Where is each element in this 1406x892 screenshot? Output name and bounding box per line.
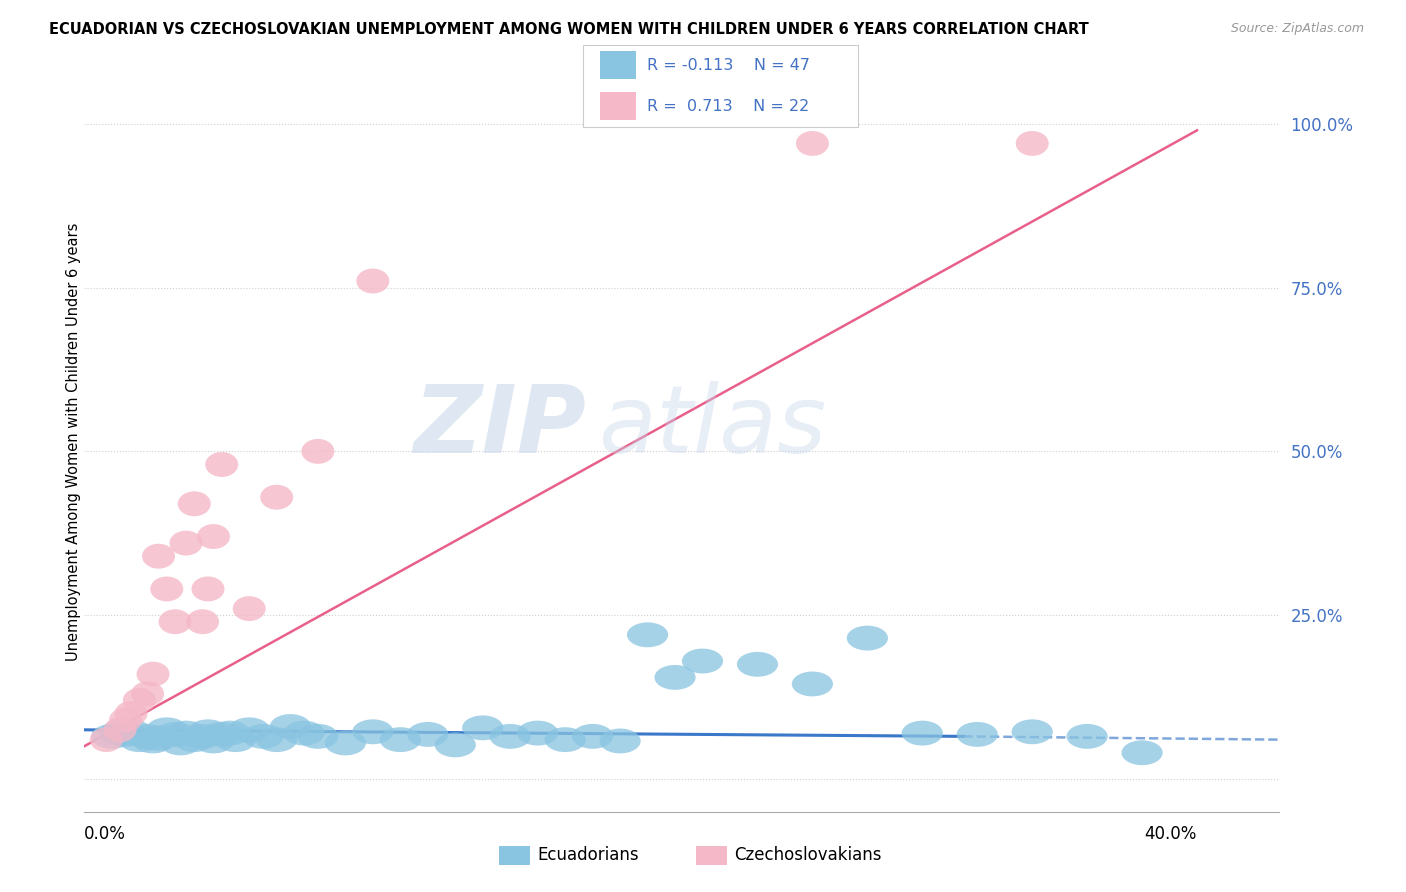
Ellipse shape bbox=[193, 729, 233, 754]
Ellipse shape bbox=[517, 721, 558, 746]
Ellipse shape bbox=[131, 681, 165, 706]
Ellipse shape bbox=[242, 724, 284, 748]
Ellipse shape bbox=[380, 727, 420, 752]
Ellipse shape bbox=[901, 721, 943, 746]
Y-axis label: Unemployment Among Women with Children Under 6 years: Unemployment Among Women with Children U… bbox=[66, 222, 80, 661]
Ellipse shape bbox=[177, 491, 211, 516]
Text: 40.0%: 40.0% bbox=[1144, 825, 1197, 843]
Ellipse shape bbox=[91, 724, 132, 748]
Ellipse shape bbox=[256, 727, 297, 752]
Ellipse shape bbox=[270, 714, 311, 739]
Ellipse shape bbox=[599, 729, 641, 754]
Ellipse shape bbox=[104, 717, 136, 742]
Ellipse shape bbox=[205, 452, 238, 477]
Ellipse shape bbox=[572, 724, 613, 748]
Ellipse shape bbox=[434, 732, 475, 757]
Ellipse shape bbox=[356, 268, 389, 293]
Ellipse shape bbox=[170, 531, 202, 556]
Ellipse shape bbox=[325, 731, 366, 756]
Ellipse shape bbox=[1122, 740, 1163, 765]
Ellipse shape bbox=[122, 688, 156, 713]
Ellipse shape bbox=[110, 707, 142, 732]
Ellipse shape bbox=[846, 625, 889, 650]
Ellipse shape bbox=[209, 721, 250, 746]
Ellipse shape bbox=[796, 131, 830, 156]
Ellipse shape bbox=[737, 652, 778, 677]
Ellipse shape bbox=[155, 722, 195, 747]
Ellipse shape bbox=[1067, 724, 1108, 748]
Ellipse shape bbox=[105, 722, 146, 747]
Ellipse shape bbox=[233, 596, 266, 621]
Ellipse shape bbox=[150, 576, 183, 601]
Text: Czechoslovakians: Czechoslovakians bbox=[734, 847, 882, 864]
Ellipse shape bbox=[118, 727, 160, 752]
Ellipse shape bbox=[353, 719, 394, 744]
Ellipse shape bbox=[181, 724, 224, 748]
Ellipse shape bbox=[627, 623, 668, 648]
Ellipse shape bbox=[132, 729, 174, 754]
Text: ECUADORIAN VS CZECHOSLOVAKIAN UNEMPLOYMENT AMONG WOMEN WITH CHILDREN UNDER 6 YEA: ECUADORIAN VS CZECHOSLOVAKIAN UNEMPLOYME… bbox=[49, 22, 1090, 37]
Ellipse shape bbox=[215, 727, 256, 752]
Text: Ecuadorians: Ecuadorians bbox=[537, 847, 638, 864]
Ellipse shape bbox=[197, 524, 231, 549]
Ellipse shape bbox=[260, 484, 294, 509]
Ellipse shape bbox=[174, 727, 215, 752]
Ellipse shape bbox=[956, 722, 998, 747]
Ellipse shape bbox=[191, 576, 225, 601]
Ellipse shape bbox=[146, 717, 187, 742]
Ellipse shape bbox=[159, 609, 191, 634]
Ellipse shape bbox=[229, 717, 270, 742]
Text: R = -0.113    N = 47: R = -0.113 N = 47 bbox=[647, 58, 810, 72]
Ellipse shape bbox=[160, 731, 201, 756]
Ellipse shape bbox=[297, 724, 339, 748]
Text: atlas: atlas bbox=[599, 381, 827, 472]
Ellipse shape bbox=[654, 665, 696, 690]
Text: R =  0.713    N = 22: R = 0.713 N = 22 bbox=[647, 99, 808, 113]
Ellipse shape bbox=[142, 544, 174, 568]
Ellipse shape bbox=[187, 719, 229, 744]
Ellipse shape bbox=[301, 439, 335, 464]
Text: 0.0%: 0.0% bbox=[84, 825, 127, 843]
Ellipse shape bbox=[463, 715, 503, 740]
Ellipse shape bbox=[111, 719, 152, 744]
Ellipse shape bbox=[166, 721, 207, 746]
Ellipse shape bbox=[1011, 719, 1053, 744]
Text: ZIP: ZIP bbox=[413, 381, 586, 473]
Ellipse shape bbox=[792, 672, 832, 697]
Ellipse shape bbox=[544, 727, 586, 752]
Ellipse shape bbox=[127, 724, 169, 748]
Ellipse shape bbox=[201, 722, 242, 747]
Ellipse shape bbox=[284, 721, 325, 746]
Ellipse shape bbox=[186, 609, 219, 634]
Ellipse shape bbox=[489, 724, 531, 748]
Ellipse shape bbox=[136, 662, 170, 687]
Ellipse shape bbox=[682, 648, 723, 673]
Ellipse shape bbox=[100, 721, 141, 746]
Text: Source: ZipAtlas.com: Source: ZipAtlas.com bbox=[1230, 22, 1364, 36]
Ellipse shape bbox=[90, 727, 122, 752]
Ellipse shape bbox=[114, 701, 148, 726]
Ellipse shape bbox=[1015, 131, 1049, 156]
Ellipse shape bbox=[408, 722, 449, 747]
Ellipse shape bbox=[138, 726, 179, 751]
